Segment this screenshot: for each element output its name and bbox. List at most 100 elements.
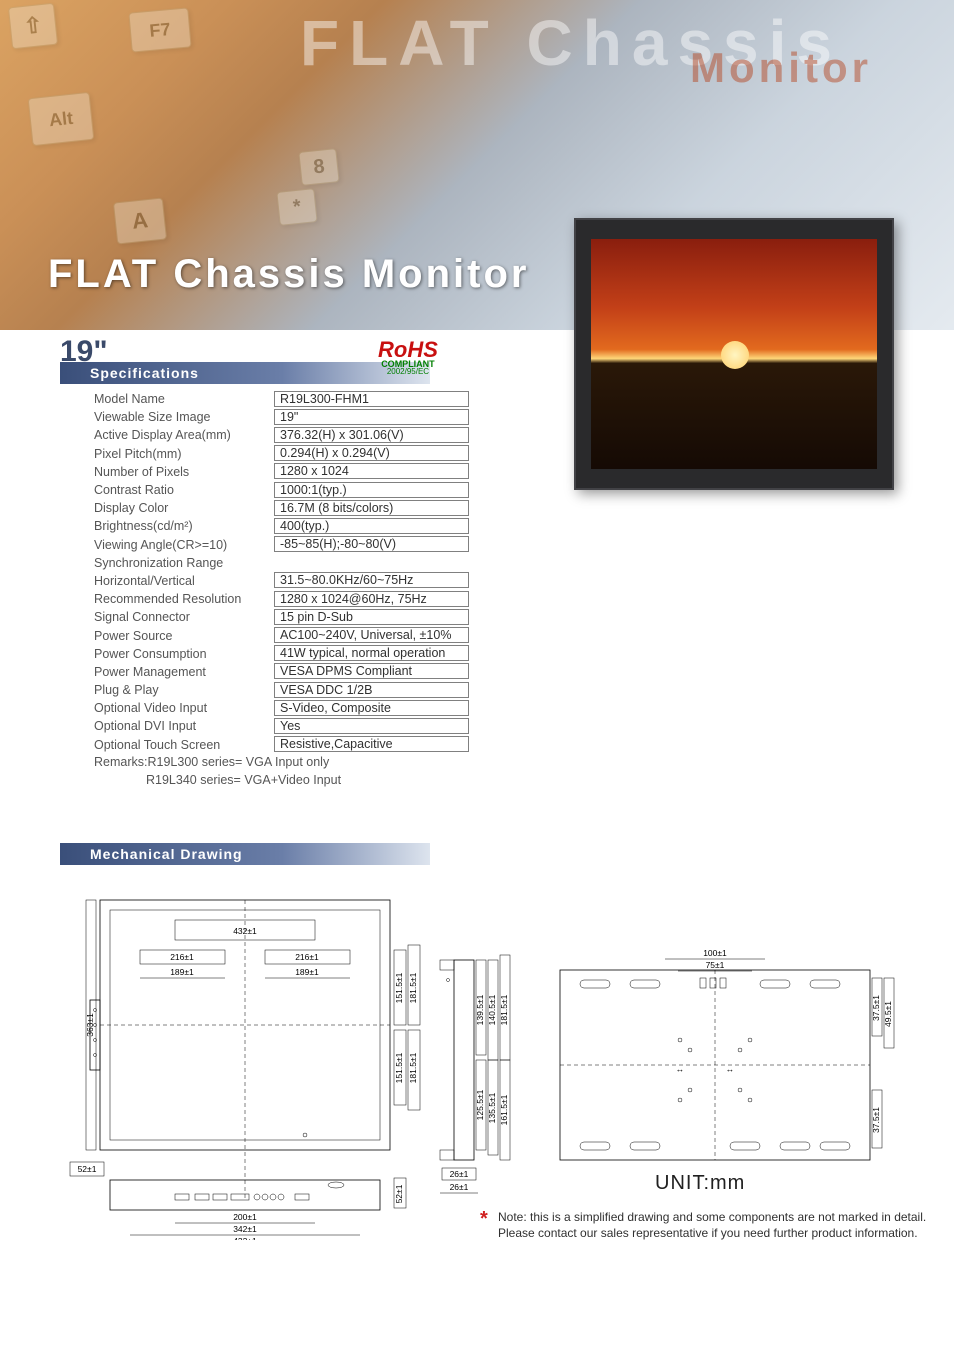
monitor-screen	[591, 239, 877, 469]
spec-row: Contrast Ratio1000:1(typ.)	[94, 481, 469, 499]
spec-row: Horizontal/Vertical31.5~80.0KHz/60~75Hz	[94, 572, 469, 590]
spec-value: 376.32(H) x 301.06(V)	[274, 427, 469, 443]
watermark-subtitle: Monitor	[690, 44, 872, 92]
remarks-line1: Remarks:R19L300 series= VGA Input only	[94, 755, 329, 769]
dim-342: 342±1	[233, 1224, 257, 1234]
spec-row: Power ManagementVESA DPMS Compliant	[94, 663, 469, 681]
spec-row: Power SourceAC100~240V, Universal, ±10%	[94, 626, 469, 644]
key-8: 8	[298, 148, 339, 186]
dim-s-181: 181.5±1	[499, 994, 509, 1025]
spec-value: VESA DDC 1/2B	[274, 682, 469, 698]
spec-value: Yes	[274, 718, 469, 734]
dim-b-100: 100±1	[703, 948, 727, 958]
dim-189b: 189±1	[295, 967, 319, 977]
key-a: A	[113, 198, 167, 245]
dim-52-side: 52±1	[394, 1184, 404, 1203]
spec-value: 0.294(H) x 0.294(V)	[274, 445, 469, 461]
spec-label: Brightness(cd/m²)	[94, 519, 274, 533]
spec-label: Synchronization Range	[94, 556, 274, 570]
dim-b-37b: 37.5±1	[871, 1107, 881, 1133]
rohs-line1: RoHS	[378, 340, 438, 360]
dim-s-161: 161.5±1	[499, 1094, 509, 1125]
dim-s-135: 135.5±1	[487, 1092, 497, 1123]
spec-row: Power Consumption41W typical, normal ope…	[94, 645, 469, 663]
note-text: Note: this is a simplified drawing and s…	[498, 1210, 928, 1241]
rohs-line3: 2002/95/EC	[378, 368, 438, 375]
spec-row: Brightness(cd/m²)400(typ.)	[94, 517, 469, 535]
dim-s-140: 140.5±1	[487, 994, 497, 1025]
spec-row: Display Color16.7M (8 bits/colors)	[94, 499, 469, 517]
unit-label: UNIT:mm	[655, 1172, 745, 1195]
spec-value: 400(typ.)	[274, 518, 469, 534]
arrow-mark: ↔	[676, 1064, 685, 1074]
spec-row: Model NameR19L300-FHM1	[94, 390, 469, 408]
spec-row: Number of Pixels1280 x 1024	[94, 463, 469, 481]
spec-value: 31.5~80.0KHz/60~75Hz	[274, 572, 469, 588]
dim-216b: 216±1	[295, 952, 319, 962]
sun-icon	[721, 341, 749, 369]
spec-row: Viewable Size Image19"	[94, 408, 469, 426]
spec-value: S-Video, Composite	[274, 700, 469, 716]
spec-value: Resistive,Capacitive	[274, 736, 469, 752]
dim-52-bl: 52±1	[78, 1164, 97, 1174]
dim-151a: 151.5±1	[394, 972, 404, 1003]
spec-value: 19"	[274, 409, 469, 425]
spec-label: Model Name	[94, 392, 274, 406]
spec-value: 41W typical, normal operation	[274, 645, 469, 661]
note-line1: Note: this is a simplified drawing and s…	[498, 1210, 926, 1224]
mechanical-drawings: 432±1 216±1 216±1 189±1 189±1 151.5±1 18…	[60, 870, 910, 1240]
monitor-photo	[574, 218, 894, 490]
spec-label: Optional Touch Screen	[94, 738, 274, 752]
spec-value: 15 pin D-Sub	[274, 609, 469, 625]
spec-row: Active Display Area(mm)376.32(H) x 301.0…	[94, 426, 469, 444]
key-shift: ⇧	[8, 3, 58, 50]
dim-s-125: 125.5±1	[475, 1089, 485, 1120]
remarks-line2: R19L340 series= VGA+Video Input	[146, 773, 341, 787]
key-alt: Alt	[28, 92, 95, 146]
spec-label: Viewable Size Image	[94, 410, 274, 424]
spec-row: Optional Touch ScreenResistive,Capacitiv…	[94, 736, 469, 754]
spec-row: Viewing Angle(CR>=10)-85~85(H);-80~80(V)	[94, 536, 469, 554]
key-star: *	[276, 188, 317, 226]
dim-181a: 181.5±1	[408, 972, 418, 1003]
spec-label: Active Display Area(mm)	[94, 428, 274, 442]
drawing-svg: 432±1 216±1 216±1 189±1 189±1 151.5±1 18…	[60, 870, 910, 1240]
spec-label: Optional DVI Input	[94, 719, 274, 733]
spec-label: Optional Video Input	[94, 701, 274, 715]
note-star-icon: *	[480, 1208, 488, 1231]
dim-s-26b: 26±1	[450, 1182, 469, 1192]
spec-label: Contrast Ratio	[94, 483, 274, 497]
dim-200: 200±1	[233, 1212, 257, 1222]
spec-row: Signal Connector15 pin D-Sub	[94, 608, 469, 626]
mechanical-drawing-header: Mechanical Drawing	[60, 843, 430, 865]
spec-value: R19L300-FHM1	[274, 391, 469, 407]
dim-b-37a: 37.5±1	[871, 995, 881, 1021]
note-line2: Please contact our sales representative …	[498, 1226, 918, 1240]
specifications-table: Model NameR19L300-FHM1Viewable Size Imag…	[94, 390, 469, 754]
arrow-mark2: ↔	[726, 1064, 735, 1074]
spec-row: Optional DVI InputYes	[94, 717, 469, 735]
page-title: FLAT Chassis Monitor	[48, 252, 529, 297]
spec-label: Plug & Play	[94, 683, 274, 697]
dim-151b: 151.5±1	[394, 1052, 404, 1083]
specifications-header: Specifications	[60, 362, 430, 384]
spec-label: Number of Pixels	[94, 465, 274, 479]
spec-row: Optional Video InputS-Video, Composite	[94, 699, 469, 717]
dim-b-75: 75±1	[706, 960, 725, 970]
key-f7: F7	[128, 7, 191, 52]
spec-label: Display Color	[94, 501, 274, 515]
spec-label: Power Management	[94, 665, 274, 679]
spec-label: Power Source	[94, 629, 274, 643]
spec-row: Recommended Resolution1280 x 1024@60Hz, …	[94, 590, 469, 608]
spec-value: 1280 x 1024@60Hz, 75Hz	[274, 591, 469, 607]
dim-432-bot: 432±1	[233, 1236, 257, 1240]
dim-s-139: 139.5±1	[475, 994, 485, 1025]
spec-label: Signal Connector	[94, 610, 274, 624]
spec-value: AC100~240V, Universal, ±10%	[274, 627, 469, 643]
spec-value: 1000:1(typ.)	[274, 482, 469, 498]
dim-b-49: 49.5±1	[883, 1001, 893, 1027]
spec-value: VESA DPMS Compliant	[274, 663, 469, 679]
dim-189a: 189±1	[170, 967, 194, 977]
spec-label: Viewing Angle(CR>=10)	[94, 538, 274, 552]
dim-s-26a: 26±1	[450, 1169, 469, 1179]
